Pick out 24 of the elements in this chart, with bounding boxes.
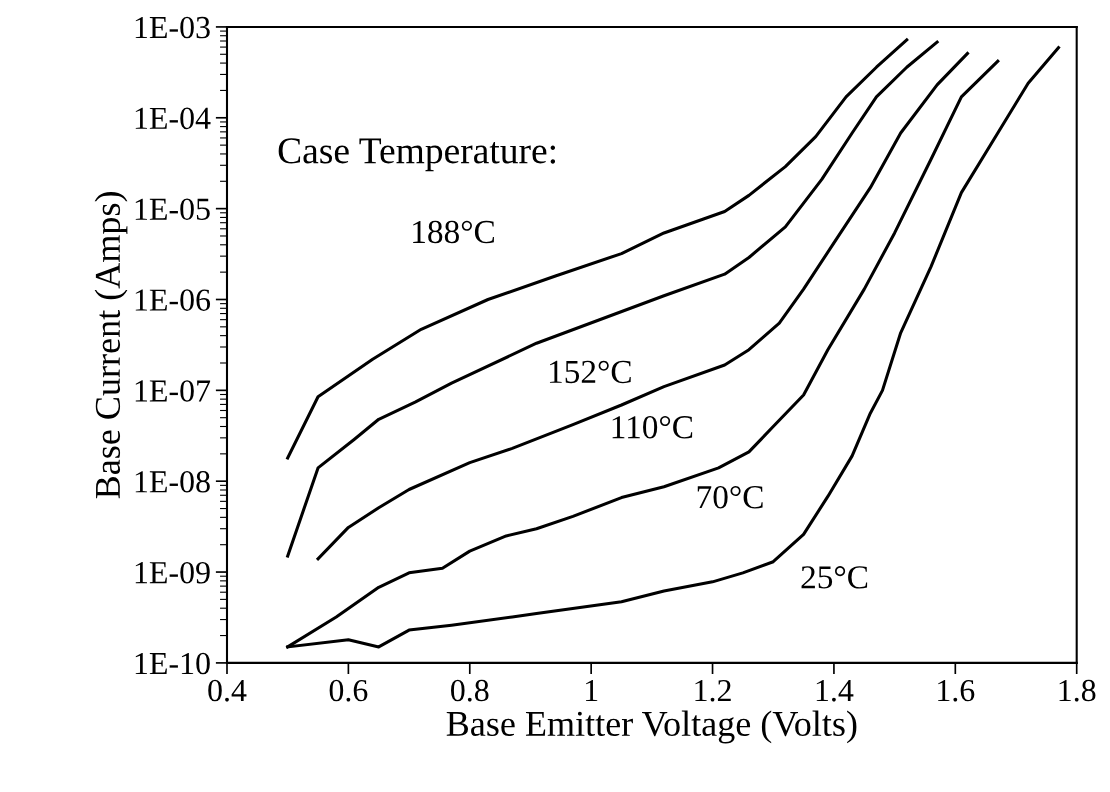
series-label: 110°C (612, 415, 693, 439)
y-tick-label: 1E-07 (135, 380, 211, 402)
x-tick-label: 1.2 (695, 679, 731, 702)
series-label: 25°C (801, 566, 868, 589)
series-label: 152°C (549, 360, 631, 384)
y-tick-label: 1E-04 (135, 107, 211, 130)
y-tick-label: 1E-09 (135, 561, 210, 584)
series-label: 70°C (697, 485, 763, 509)
annotation: Case Temperature: (278, 138, 556, 172)
y-axis-title: Base Current (Amps) (94, 192, 128, 499)
x-tick-label: 1.8 (1059, 679, 1096, 702)
y-tick-label: 1E-05 (135, 198, 210, 221)
x-tick-label: 1 (585, 679, 598, 702)
x-tick-label: 0.4 (208, 679, 247, 702)
y-tick-label: 1E-08 (135, 471, 210, 493)
series-label: 188°C (413, 220, 494, 244)
x-tick-label: 1.6 (938, 679, 975, 702)
y-tick-label: 1E-06 (135, 289, 211, 311)
x-tick-label: 1.4 (816, 679, 854, 702)
x-tick-label: 0.8 (451, 679, 489, 702)
y-tick-label: 1E-10 (135, 652, 210, 675)
x-tick-label: 0.6 (329, 679, 368, 702)
y-tick-label: 1E-03 (135, 16, 210, 39)
x-axis-title: Base Emitter Voltage (Volts) (446, 710, 857, 744)
